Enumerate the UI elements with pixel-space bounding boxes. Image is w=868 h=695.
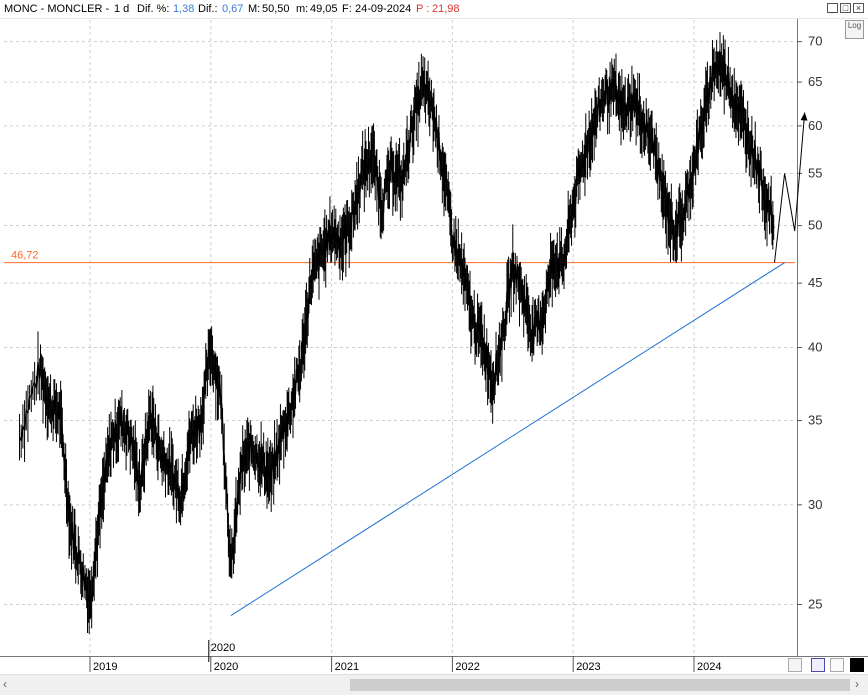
- scroll-thumb[interactable]: [350, 679, 850, 691]
- projection-path: [774, 112, 806, 263]
- zigzag-icon[interactable]: [788, 658, 802, 672]
- p-label: P :: [416, 3, 430, 15]
- x-marker-label: 2020: [211, 642, 235, 654]
- symbol-label: MONC - MONCLER -: [4, 3, 110, 15]
- horizontal-scrollbar[interactable]: ‹ ›: [0, 674, 868, 695]
- max-label: M:: [248, 3, 261, 15]
- y-tick-label: 30: [808, 497, 822, 512]
- color-box-icon[interactable]: [850, 658, 864, 672]
- x-tick-label: 2021: [335, 661, 359, 673]
- y-tick-label: 50: [808, 218, 822, 233]
- time-axis: [0, 656, 868, 674]
- save-icon[interactable]: [811, 658, 825, 672]
- y-tick-label: 45: [808, 275, 822, 290]
- y-tick-label: 60: [808, 118, 822, 133]
- close-button[interactable]: ×: [853, 3, 864, 13]
- log-button-label: Log: [847, 21, 862, 30]
- minimize-button[interactable]: _: [827, 3, 838, 13]
- period-label: 1 d: [114, 3, 130, 15]
- dif-value: 0,67: [222, 3, 244, 15]
- projection-arrowhead: [800, 112, 808, 121]
- y-tick-label: 65: [808, 74, 822, 89]
- x-tick-label: 2019: [93, 661, 117, 673]
- x-tick-label: 2022: [455, 661, 479, 673]
- y-tick-label: 70: [808, 34, 822, 49]
- log-scale-button[interactable]: Log: [845, 20, 864, 39]
- date-label: F:: [342, 3, 352, 15]
- price-series-line: [18, 60, 775, 605]
- dif-pct-label: Dif. %:: [137, 3, 170, 15]
- scroll-right-icon[interactable]: ›: [855, 677, 859, 691]
- x-tick-label: 2024: [697, 661, 721, 673]
- scroll-left-icon[interactable]: ‹: [3, 677, 7, 691]
- min-value: 49,05: [310, 3, 338, 15]
- dif-label: Dif.:: [198, 3, 218, 15]
- y-tick-label: 35: [808, 413, 822, 428]
- y-tick-labels: 25 30 35 40 45 50 55 60 65 70: [797, 34, 822, 612]
- x-tick-label: 2020: [214, 661, 238, 673]
- chart-title-bar: MONC - MONCLER - 1 d Dif. %: 1,38 Dif.: …: [0, 0, 868, 19]
- price-axis: [797, 19, 868, 656]
- maximize-button[interactable]: □: [840, 3, 851, 13]
- x-tick-label: 2023: [576, 661, 600, 673]
- grid-layer: [4, 20, 795, 655]
- date-value: 24-09-2024: [355, 3, 412, 15]
- p-value: 21,98: [432, 3, 460, 15]
- min-label: m:: [296, 3, 309, 15]
- y-tick-label: 25: [808, 597, 822, 612]
- y-tick-label: 40: [808, 340, 822, 355]
- price-range-bars: [19, 31, 775, 634]
- support-line-label: 46,72: [11, 250, 39, 262]
- x-tick-labels: 2019 2020 2021 2022 2023 2024: [89, 656, 721, 673]
- max-value: 50,50: [262, 3, 290, 15]
- y-tick-label: 55: [808, 165, 822, 180]
- dif-pct-value: 1,38: [173, 3, 195, 15]
- trend-line: [230, 262, 785, 616]
- pin-icon[interactable]: [830, 658, 844, 672]
